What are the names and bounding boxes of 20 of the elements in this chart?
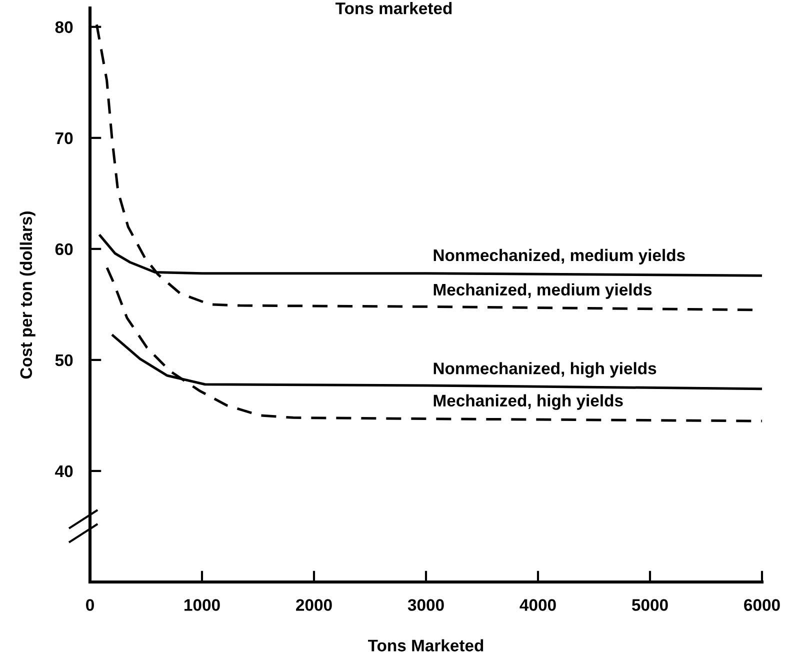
- x-tick-label: 6000: [744, 599, 780, 611]
- y-tick-label: 70: [56, 132, 73, 144]
- y-tick-label: 50: [55, 354, 73, 366]
- y-axis-title: Cost per ton (dollars): [20, 212, 36, 379]
- x-tick-label: 3000: [408, 599, 444, 611]
- y-tick-label: 80: [55, 21, 73, 34]
- x-tick-label: 5000: [632, 599, 668, 611]
- x-axis-title: Tons Marketed: [368, 639, 484, 652]
- x-tick-label: 1000: [184, 599, 220, 611]
- line-series: [106, 266, 762, 422]
- x-tick-label: 0: [86, 599, 94, 611]
- chart-title: Tons marketed: [336, 2, 452, 14]
- x-tick-label: 4000: [520, 599, 556, 611]
- series-label: Mechanized, high yields: [434, 394, 623, 410]
- series-label: Mechanized, medium yields: [434, 283, 652, 299]
- series-label: Nonmechanized, high yields: [434, 362, 656, 378]
- y-tick-label: 40: [55, 465, 73, 478]
- y-tick-label: 60: [55, 243, 73, 256]
- series-label: Nonmechanized, medium yields: [434, 248, 685, 264]
- x-tick-label: 2000: [296, 599, 332, 611]
